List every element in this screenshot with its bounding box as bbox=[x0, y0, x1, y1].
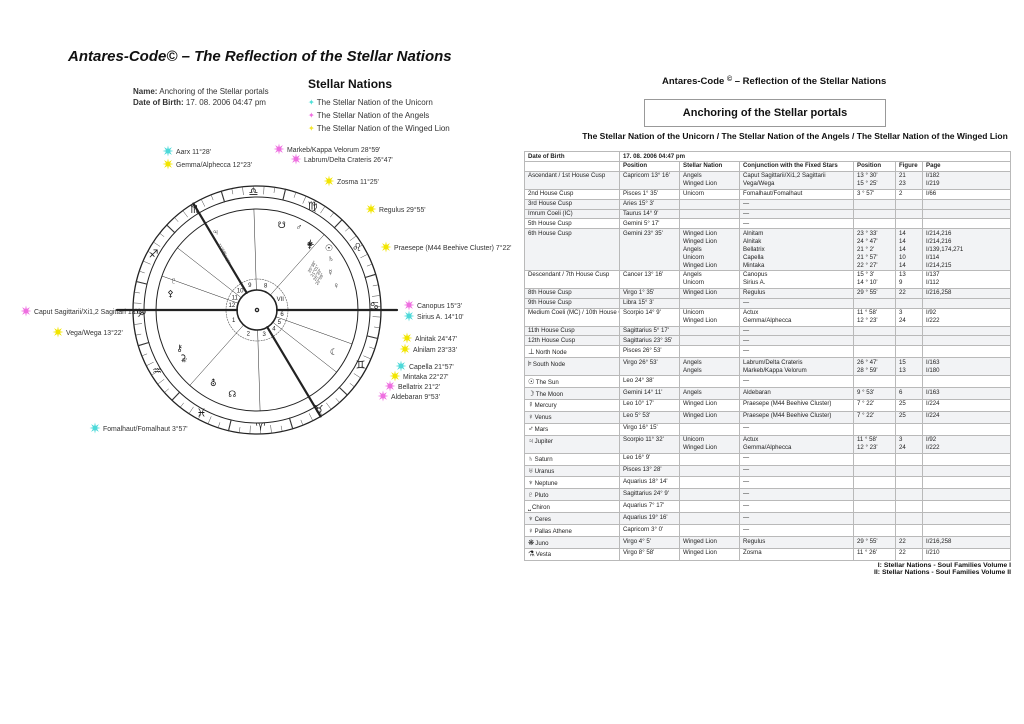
svg-text:Alnilam 23°33': Alnilam 23°33' bbox=[413, 346, 457, 354]
svg-text:12: 12 bbox=[229, 303, 236, 309]
svg-text:♍: ♍ bbox=[308, 200, 318, 212]
svg-text:♃: ♃ bbox=[212, 227, 219, 237]
svg-text:9: 9 bbox=[248, 283, 252, 289]
svg-text:4: 4 bbox=[272, 327, 276, 333]
svg-text:Bellatrix 21°2': Bellatrix 21°2' bbox=[398, 383, 440, 391]
svg-text:⚶: ⚶ bbox=[307, 238, 315, 248]
svg-text:Gemma/Alphecca 12°23': Gemma/Alphecca 12°23' bbox=[176, 161, 252, 169]
svg-text:☉: ☉ bbox=[325, 243, 333, 253]
svg-text:♒: ♒ bbox=[152, 366, 162, 378]
svg-text:Canopus 15°3': Canopus 15°3' bbox=[417, 302, 462, 310]
svg-text:10: 10 bbox=[237, 288, 244, 294]
svg-text:Capella 21°57': Capella 21°57' bbox=[409, 363, 454, 371]
svg-text:VII: VII bbox=[277, 297, 285, 303]
svg-text:Mintaka 22°27': Mintaka 22°27' bbox=[403, 373, 448, 381]
svg-text:⚷: ⚷ bbox=[176, 343, 183, 353]
svg-text:⚴: ⚴ bbox=[167, 289, 174, 299]
svg-text:12°23": 12°23" bbox=[221, 252, 232, 266]
svg-text:Vega/Wega 13°22': Vega/Wega 13°22' bbox=[66, 329, 123, 337]
svg-text:Regulus 29°55': Regulus 29°55' bbox=[379, 206, 426, 214]
svg-text:Praesepe (M44 Beehive Cluster): Praesepe (M44 Beehive Cluster) 7°22' bbox=[394, 244, 511, 252]
svg-text:♐: ♐ bbox=[149, 248, 159, 260]
svg-text:☊: ☊ bbox=[228, 389, 236, 399]
svg-text:3: 3 bbox=[263, 332, 267, 338]
svg-text:♇: ♇ bbox=[171, 276, 178, 286]
svg-text:♄: ♄ bbox=[328, 254, 335, 264]
svg-text:Labrum/Delta Crateris 26°47': Labrum/Delta Crateris 26°47' bbox=[304, 156, 393, 164]
svg-text:6: 6 bbox=[280, 312, 284, 318]
svg-text:5: 5 bbox=[278, 320, 282, 326]
svg-text:2: 2 bbox=[247, 332, 251, 338]
svg-text:⚳: ⚳ bbox=[180, 353, 187, 363]
svg-text:♊: ♊ bbox=[356, 360, 366, 372]
svg-text:Alnitak 24°47': Alnitak 24°47' bbox=[415, 335, 457, 343]
svg-text:8: 8 bbox=[264, 284, 268, 290]
svg-text:♂: ♂ bbox=[296, 222, 303, 232]
svg-text:Fomalhaut/Fomalhaut 3°57': Fomalhaut/Fomalhaut 3°57' bbox=[103, 425, 188, 433]
svg-text:11: 11 bbox=[232, 295, 239, 301]
svg-text:♌: ♌ bbox=[352, 242, 362, 254]
svg-text:⛢: ⛢ bbox=[210, 378, 217, 388]
svg-text:Aarx 11°28': Aarx 11°28' bbox=[176, 148, 211, 156]
svg-text:☿: ☿ bbox=[327, 267, 334, 277]
svg-text:Markeb/Kappa Velorum 28°59': Markeb/Kappa Velorum 28°59' bbox=[287, 146, 380, 154]
svg-text:☋: ☋ bbox=[278, 220, 286, 230]
svg-text:☾: ☾ bbox=[330, 347, 338, 357]
svg-text:1: 1 bbox=[232, 318, 236, 324]
svg-text:♓: ♓ bbox=[196, 407, 206, 419]
svg-text:Zosma 11°25': Zosma 11°25' bbox=[337, 178, 379, 186]
svg-text:Sirius A. 14°10': Sirius A. 14°10' bbox=[417, 313, 464, 321]
svg-text:♀: ♀ bbox=[333, 281, 340, 291]
svg-text:Aldebaran 9°53': Aldebaran 9°53' bbox=[391, 393, 440, 401]
